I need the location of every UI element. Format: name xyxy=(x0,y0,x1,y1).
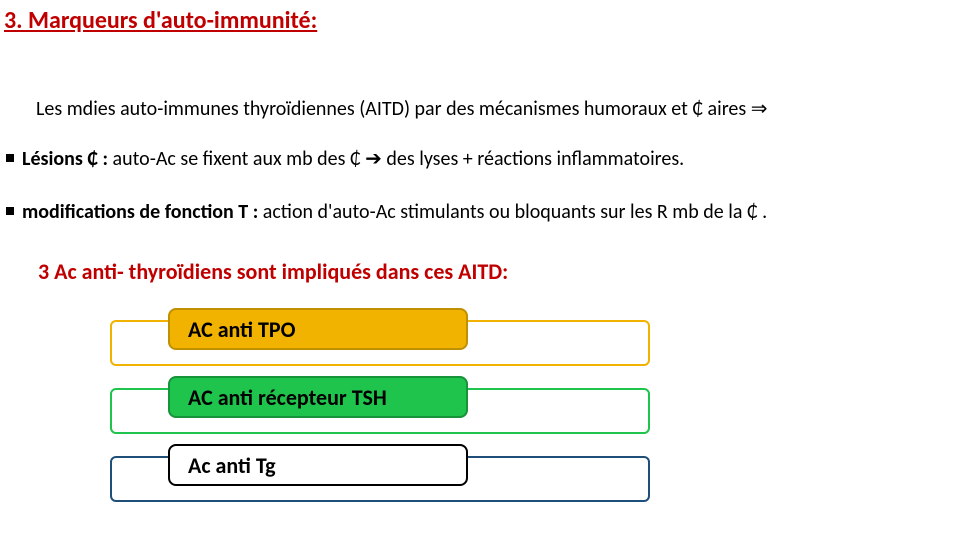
bullet-modifications: modifications de fonction T : action d'a… xyxy=(6,200,767,224)
bullet-rest: auto-Ac se fixent aux mb des ₵ ➔ des lys… xyxy=(108,147,684,171)
antibody-pill: Ac anti Tg xyxy=(168,444,468,486)
antibody-label: Ac anti Tg xyxy=(188,452,276,479)
antibodies-subtitle: 3 Ac anti- thyroïdiens sont impliqués da… xyxy=(38,258,508,285)
section-title: 3. Marqueurs d'auto-immunité: xyxy=(4,6,317,35)
antibody-pill: AC anti TPO xyxy=(168,308,468,350)
bullet-square-icon xyxy=(6,154,14,162)
antibody-label: AC anti TPO xyxy=(188,316,296,343)
bullet-square-icon xyxy=(6,207,14,215)
bullet-lead: Lésions ₵ : xyxy=(22,147,108,171)
bullet-lead: modifications de fonction T : xyxy=(22,200,258,224)
bullet-rest: action d'auto-Ac stimulants ou bloquants… xyxy=(258,200,767,224)
bullet-lesions: Lésions ₵ : auto-Ac se fixent aux mb des… xyxy=(6,146,684,171)
intro-paragraph: Les mdies auto-immunes thyroïdiennes (AI… xyxy=(36,96,767,121)
antibody-pill: AC anti récepteur TSH xyxy=(168,376,468,418)
antibody-label: AC anti récepteur TSH xyxy=(188,384,387,411)
